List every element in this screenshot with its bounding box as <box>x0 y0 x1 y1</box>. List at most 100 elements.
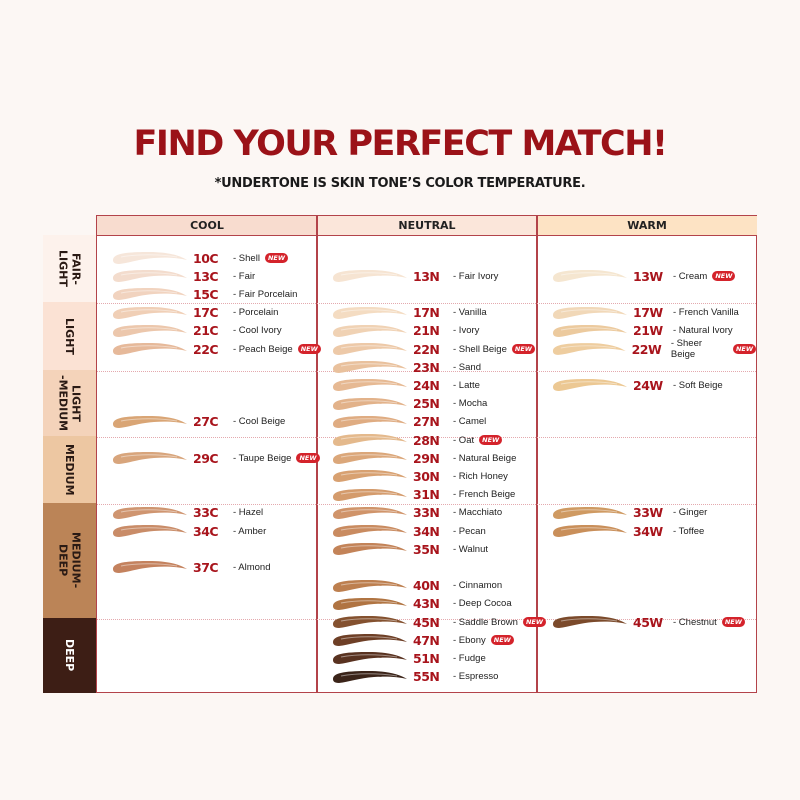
shade-entry-45n[interactable]: 45N - Saddle Brown NEW <box>329 613 547 631</box>
swatch-stroke <box>333 324 407 337</box>
shade-entry-24n[interactable]: 24N - Latte <box>329 376 480 394</box>
shade-entry-13w[interactable]: 13W - Cream NEW <box>549 267 736 285</box>
swatch-27c <box>113 415 187 428</box>
shade-entry-22w[interactable]: 22W - Sheer Beige NEW <box>549 338 756 360</box>
shade-entry-33w[interactable]: 33W - Ginger <box>549 504 707 522</box>
swatch-stroke <box>113 452 187 465</box>
shade-name: - Fair <box>233 270 256 282</box>
shade-entry-17n[interactable]: 17N - Vanilla <box>329 304 487 322</box>
row-label-light-medium: LIGHT -MEDIUM <box>43 370 96 436</box>
row-label-medium: MEDIUM <box>43 436 96 503</box>
shade-code: 29N <box>413 450 440 466</box>
swatch-highlight <box>340 672 398 677</box>
shade-code: 43N <box>413 596 440 612</box>
swatch-highlight <box>560 327 618 331</box>
shade-name: - Peach Beige <box>233 343 293 355</box>
shade-entry-27c[interactable]: 27C - Cool Beige <box>109 413 285 431</box>
shade-entry-25n[interactable]: 25N - Mocha <box>329 395 487 413</box>
shade-entry-17c[interactable]: 17C - Porcelain <box>109 304 278 322</box>
swatch-stroke <box>333 597 407 610</box>
shade-entry-21n[interactable]: 21N - Ivory <box>329 322 479 340</box>
swatch-29n <box>333 452 407 465</box>
row-divider <box>97 371 756 372</box>
row-divider <box>97 303 756 304</box>
swatch-15c <box>113 288 187 301</box>
shade-code: 51N <box>413 650 440 666</box>
new-badge: NEW <box>479 435 503 445</box>
shade-name: - French Vanilla <box>673 307 739 319</box>
shade-entry-31n[interactable]: 31N - French Beige <box>329 486 515 504</box>
shade-entry-45w[interactable]: 45W - Chestnut NEW <box>549 613 745 631</box>
shade-name: - Cool Ivory <box>233 325 282 337</box>
shade-code: 30N <box>413 468 440 484</box>
swatch-17c <box>113 306 187 319</box>
shade-entry-22c[interactable]: 22C - Peach Beige NEW <box>109 340 321 358</box>
swatch-stroke <box>333 415 407 428</box>
swatch-28n <box>333 434 407 446</box>
shade-entry-34w[interactable]: 34W - Toffee <box>549 522 704 540</box>
shade-name: - Shell <box>233 252 260 264</box>
swatch-24w <box>553 379 627 392</box>
shade-code: 13W <box>633 268 663 284</box>
swatch-stroke <box>333 652 407 665</box>
shade-name: - Porcelain <box>233 307 279 319</box>
shade-code: 27C <box>193 414 219 430</box>
swatch-stroke <box>333 379 407 392</box>
shade-entry-13n[interactable]: 13N - Fair Ivory <box>329 267 498 285</box>
row-divider <box>97 619 756 620</box>
shade-name: - Soft Beige <box>673 379 723 391</box>
shade-entry-13c[interactable]: 13C - Fair <box>109 267 255 285</box>
swatch-34n <box>333 525 407 537</box>
shade-table: COOL NEUTRAL WARM 10C - Shell NEW 13C - Fair 15C… <box>96 215 757 693</box>
shade-entry-21c[interactable]: 21C - Cool Ivory <box>109 322 282 340</box>
shade-entry-37c[interactable]: 37C - Almond <box>109 558 271 576</box>
shade-name: - Pecan <box>453 525 486 537</box>
shade-code: 22C <box>193 341 219 357</box>
shade-entry-27n[interactable]: 27N - Camel <box>329 413 486 431</box>
shade-entry-30n[interactable]: 30N - Rich Honey <box>329 467 508 485</box>
shade-code: 34W <box>633 523 663 539</box>
shade-entry-22n[interactable]: 22N - Shell Beige NEW <box>329 340 535 358</box>
shade-entry-33c[interactable]: 33C - Hazel <box>109 504 263 522</box>
shade-entry-40n[interactable]: 40N - Cinnamon <box>329 577 502 595</box>
shade-entry-55n[interactable]: 55N - Espresso <box>329 668 498 686</box>
row-label-medium-deep: MEDIUM- DEEP <box>43 503 96 618</box>
swatch-stroke <box>553 306 627 319</box>
swatch-highlight <box>560 509 618 513</box>
shade-name: - Almond <box>233 561 271 573</box>
shade-entry-33n[interactable]: 33N - Macchiato <box>329 504 502 522</box>
shade-entry-47n[interactable]: 47N - Ebony NEW <box>329 631 514 649</box>
swatch-highlight <box>340 581 398 586</box>
shade-entry-17w[interactable]: 17W - French Vanilla <box>549 304 739 322</box>
shade-entry-10c[interactable]: 10C - Shell NEW <box>109 249 288 267</box>
swatch-highlight <box>560 308 618 313</box>
shade-name: - Latte <box>453 379 480 391</box>
shade-entry-34n[interactable]: 34N - Pecan <box>329 522 486 540</box>
swatch-stroke <box>333 543 407 556</box>
shade-entry-15c[interactable]: 15C - Fair Porcelain <box>109 285 297 303</box>
swatch-highlight <box>340 399 398 404</box>
column-header-neutral: NEUTRAL <box>317 216 537 236</box>
swatch-29c <box>113 452 187 465</box>
shade-entry-51n[interactable]: 51N - Fudge <box>329 649 486 667</box>
swatch-highlight <box>120 290 178 294</box>
shade-entry-29n[interactable]: 29N - Natural Beige <box>329 449 516 467</box>
new-badge: NEW <box>296 453 320 464</box>
shade-code: 47N <box>413 632 440 648</box>
shade-code: 45N <box>413 614 440 630</box>
swatch-35n <box>333 543 407 556</box>
shade-entry-21w[interactable]: 21W - Natural Ivory <box>549 322 733 340</box>
shade-code: 33N <box>413 505 440 521</box>
shade-entry-35n[interactable]: 35N - Walnut <box>329 540 488 558</box>
shade-entry-34c[interactable]: 34C - Amber <box>109 522 266 540</box>
shade-entry-24w[interactable]: 24W - Soft Beige <box>549 376 723 394</box>
shade-entry-29c[interactable]: 29C - Taupe Beige NEW <box>109 449 320 467</box>
swatch-stroke <box>552 343 626 355</box>
shade-entry-28n[interactable]: 28N - Oat NEW <box>329 431 503 449</box>
shade-name: - Saddle Brown <box>453 616 518 628</box>
swatch-stroke <box>553 506 627 519</box>
shade-entry-23n[interactable]: 23N - Sand <box>329 358 481 376</box>
swatch-27n <box>333 415 407 428</box>
shade-entry-43n[interactable]: 43N - Deep Cocoa <box>329 595 512 613</box>
swatch-55n <box>333 670 407 683</box>
